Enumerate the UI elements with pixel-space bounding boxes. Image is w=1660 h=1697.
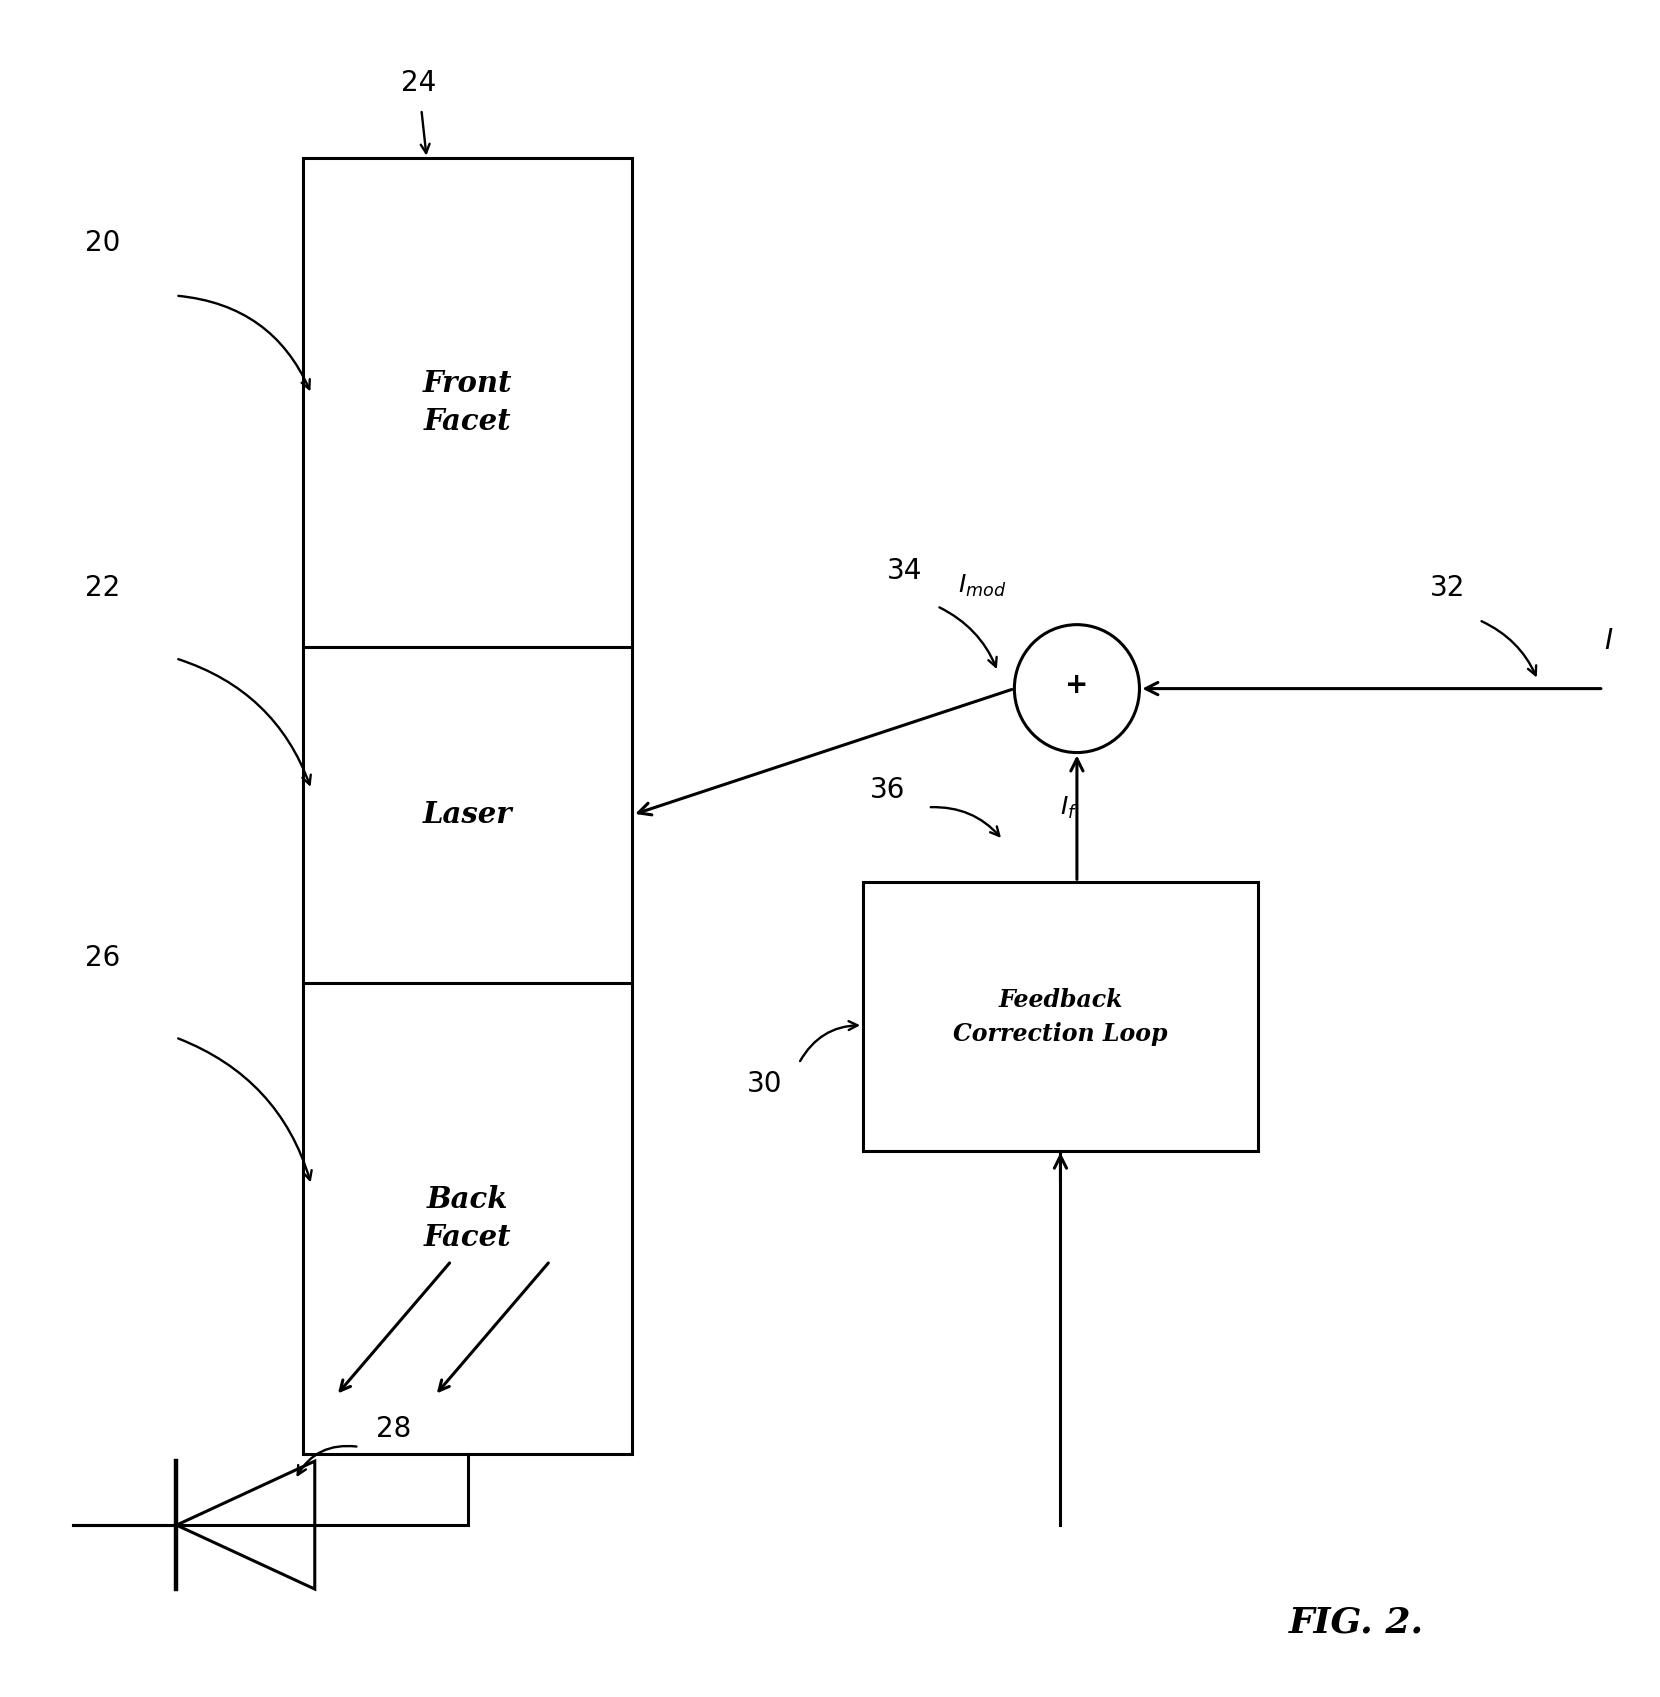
Text: FIG. 2.: FIG. 2.	[1290, 1605, 1424, 1639]
Text: $I$: $I$	[1604, 628, 1614, 655]
Text: 26: 26	[85, 944, 120, 972]
Text: 24: 24	[400, 68, 437, 97]
Text: 28: 28	[377, 1415, 412, 1442]
Text: 20: 20	[85, 229, 120, 256]
Text: 34: 34	[886, 557, 921, 585]
Text: 36: 36	[870, 776, 905, 804]
Text: $I_{mod}$: $I_{mod}$	[958, 574, 1006, 599]
Text: $I_f$: $I_f$	[1059, 794, 1077, 821]
Text: +: +	[1066, 672, 1089, 699]
Text: Front
Facet: Front Facet	[423, 368, 513, 436]
Text: Back
Facet: Back Facet	[423, 1185, 511, 1252]
Text: Feedback
Correction Loop: Feedback Correction Loop	[953, 988, 1167, 1045]
Text: Laser: Laser	[423, 801, 513, 830]
Text: 30: 30	[747, 1071, 782, 1098]
Text: 22: 22	[85, 574, 120, 602]
Text: 32: 32	[1429, 574, 1466, 602]
